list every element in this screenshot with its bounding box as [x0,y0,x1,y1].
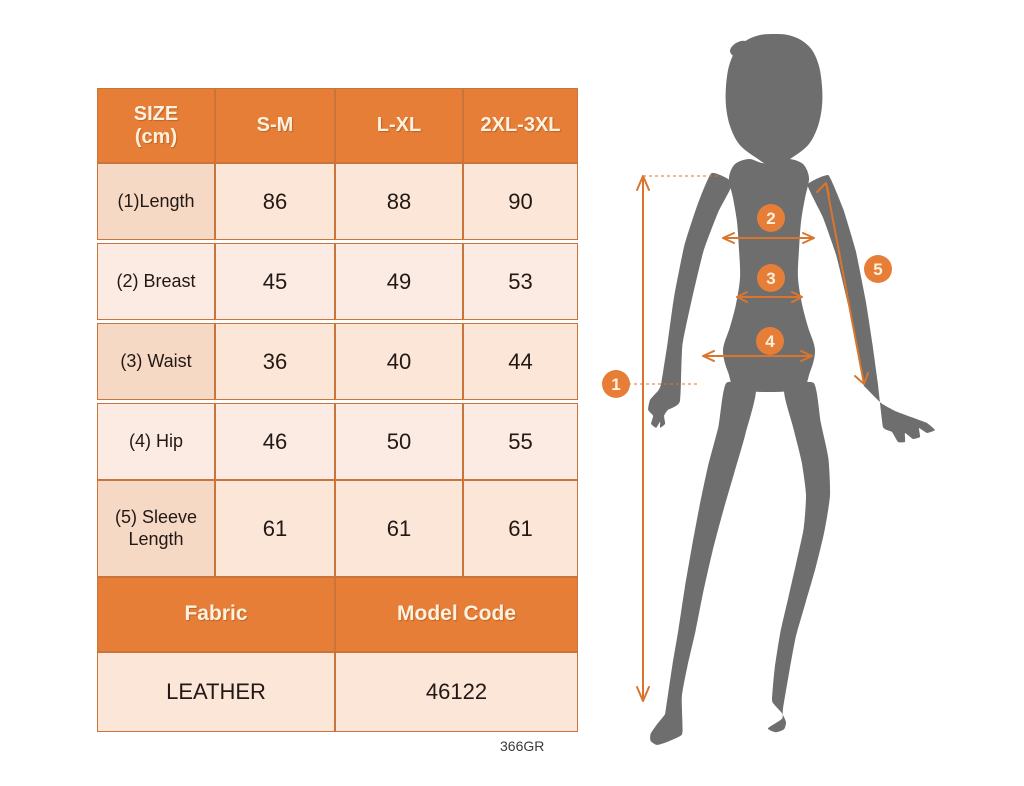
svg-text:3: 3 [766,269,775,288]
svg-text:4: 4 [765,332,775,351]
svg-text:5: 5 [873,260,882,279]
svg-text:1: 1 [611,375,620,394]
svg-text:2: 2 [766,209,775,228]
